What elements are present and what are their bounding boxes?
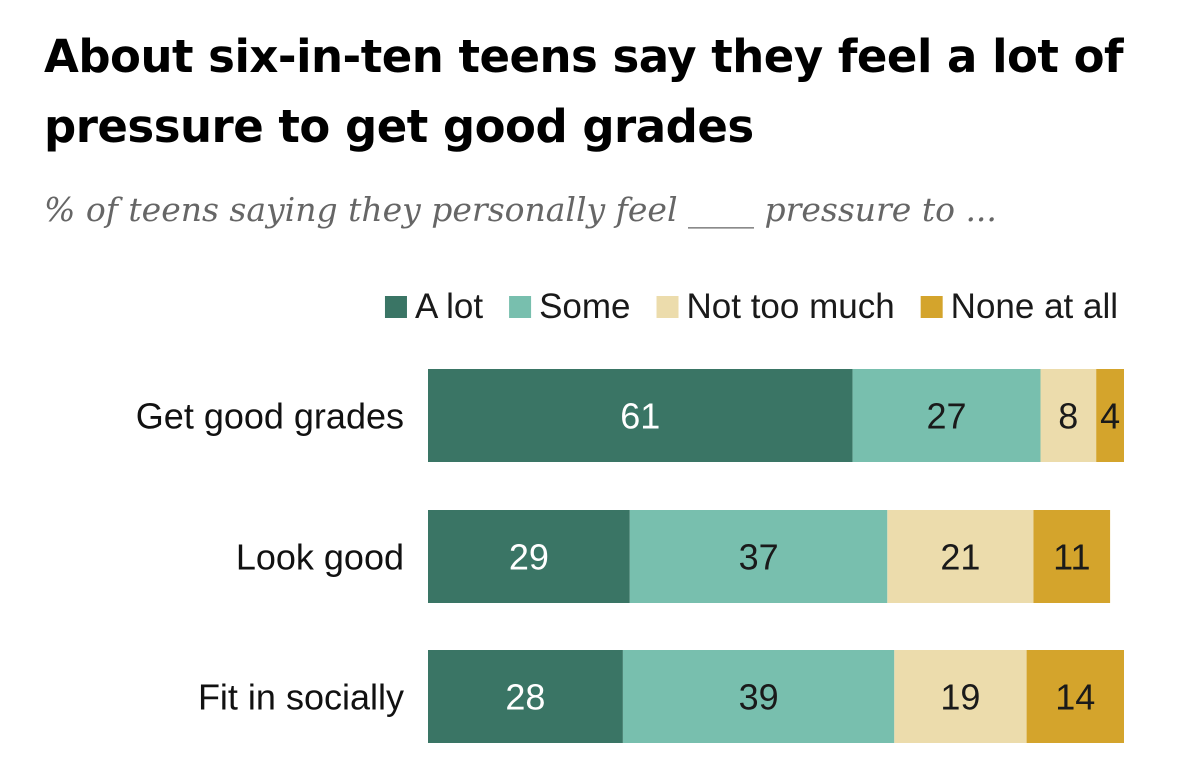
bar-segment-some [852,369,1041,462]
legend-swatch-none-at-all [920,296,943,318]
legend-label-some: Some [539,287,630,326]
data-label-not-too-much: 8 [1058,396,1078,437]
data-label-none-at-all: 11 [1053,537,1090,578]
bar-row-fit-in-socially: Fit in socially 28 39 19 14 [198,650,1124,743]
data-label-some: 37 [739,537,779,578]
bar-segment-some [629,510,888,603]
plot-area: Get good grades 61 27 8 4 Look good 29 37 21 11 Fi… [136,369,1124,743]
bar-segment-not-too-much [887,510,1034,603]
legend-swatch-not-too-much [656,296,679,318]
legend-swatch-some [509,296,532,318]
data-label-not-too-much: 21 [940,537,980,578]
data-label-a-lot: 61 [620,396,660,437]
chart-title: About six-in-ten teens say they feel a l… [44,30,1124,153]
data-label-a-lot: 28 [505,677,545,718]
legend-swatch-a-lot [384,296,407,318]
legend-label-a-lot: A lot [415,287,483,326]
bar-segment-some [622,650,895,743]
bar-row-get-good-grades: Get good grades 61 27 8 4 [136,369,1124,462]
legend-label-none-at-all: None at all [951,287,1118,326]
data-label-none-at-all: 4 [1100,396,1120,437]
data-label-some: 39 [739,677,779,718]
data-label-a-lot: 29 [509,537,549,578]
bar-segment-a-lot [428,369,853,462]
bar-segment-not-too-much [894,650,1027,743]
bar-segment-a-lot [428,510,630,603]
bar-segment-none-at-all [1033,510,1111,603]
bar-segment-none-at-all [1026,650,1124,743]
category-label: Fit in socially [198,677,404,718]
bar-row-look-good: Look good 29 37 21 11 [236,510,1111,603]
category-label: Get good grades [136,396,404,437]
data-label-some: 27 [926,396,966,437]
data-label-none-at-all: 14 [1055,677,1095,718]
data-label-not-too-much: 19 [940,677,980,718]
category-label: Look good [236,537,404,578]
bar-segment-none-at-all [1096,369,1124,462]
legend-label-not-too-much: Not too much [687,287,895,326]
bar-segment-a-lot [428,650,623,743]
legend: A lot Some Not too much None at all [384,287,1118,326]
chart-subtitle: % of teens saying they personally feel _… [44,190,997,229]
bar-segment-not-too-much [1040,369,1097,462]
